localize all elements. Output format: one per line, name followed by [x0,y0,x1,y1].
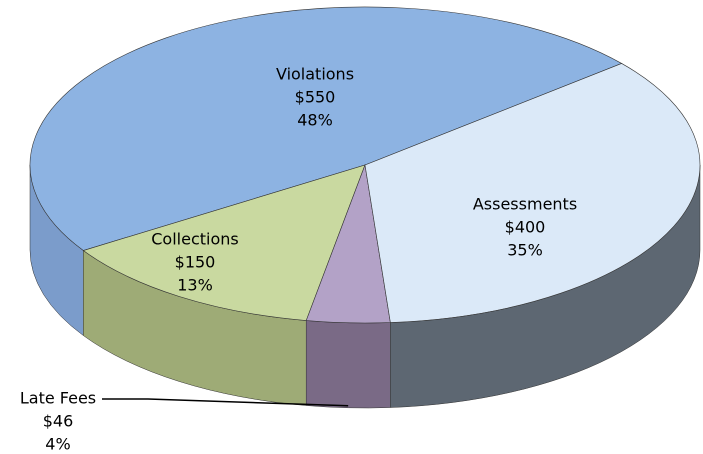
pie-labels: Violations $550 48% Collections $150 13% Late … [20,65,577,454]
value-label: $150 [175,253,216,272]
pie-slice [29,6,623,251]
pie-sides [29,164,701,409]
percent-label: 4% [45,435,70,454]
slice-label: Collections [151,230,238,249]
pie-slice [364,63,701,323]
pie-tops [29,6,701,324]
value-label: $400 [505,218,546,237]
pie-side [305,320,391,409]
percent-label: 13% [177,276,213,295]
slice-label: Violations [276,65,354,84]
slice-label: Assessments [473,195,577,214]
slice-label: Late Fees [20,389,96,408]
percent-label: 35% [507,241,543,260]
leader-line [102,398,349,407]
percent-label: 48% [297,111,333,130]
pie-slice [82,164,366,321]
value-label: $46 [43,412,74,431]
value-label: $550 [295,88,336,107]
